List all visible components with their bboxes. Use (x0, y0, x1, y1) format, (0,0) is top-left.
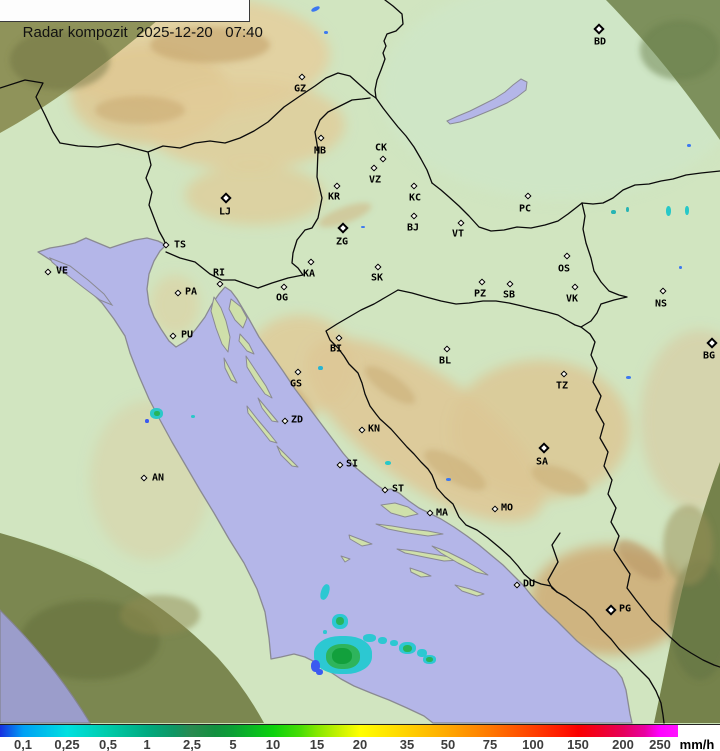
border-sava-croatia-bosnia (397, 289, 582, 328)
border-serbia-montenegro (651, 619, 720, 668)
border-bosnia-montenegro (547, 532, 561, 593)
islands (210, 296, 489, 597)
scale-tick-label: 35 (399, 737, 415, 751)
map-title-box: Radar kompozit 2025-12-20 07:40 (0, 0, 263, 41)
border-austria-west (0, 72, 377, 153)
border-croatia-bosnia-west (325, 289, 558, 593)
border-danube-croatia-serbia (580, 202, 628, 328)
scale-tick-label: 150 (567, 737, 589, 751)
terrain-ridges (95, 27, 663, 581)
scale-tick-label: 15 (309, 737, 325, 751)
lake-balaton (446, 78, 528, 125)
tyrrhenian-sea (0, 609, 92, 724)
venice-lagoon (48, 257, 114, 307)
border-italy-slovenia (145, 151, 167, 247)
radar-coverage-wash (0, 0, 720, 723)
scale-unit-label: mm/h (679, 737, 715, 751)
scale-tick-label: 50 (440, 737, 456, 751)
adriatic-sea (37, 237, 633, 724)
border-slovenia-hungary (375, 97, 433, 184)
border-montenegro-albania (556, 591, 665, 724)
border-drina-serbia-bosnia (580, 326, 653, 621)
scale-tick-label: 0,1 (13, 737, 33, 751)
border-slovenia-croatia (165, 97, 371, 289)
map-area: BD GZ MB CK VZ KC PC VT LJ KR ZG BJ OS TS VE RI PA KA SK OG… (0, 0, 720, 724)
scale-tick-label: 1 (143, 737, 151, 751)
scale-tick-label: 0,25 (54, 737, 80, 751)
scale-tick-label: 200 (612, 737, 634, 751)
precip-colorbar (0, 725, 678, 737)
scale-tick-label: 0,5 (98, 737, 118, 751)
country-borders (0, 0, 720, 724)
scale-tick-label: 75 (482, 737, 498, 751)
map-svg (0, 0, 720, 724)
scale-tick-label: 250 (649, 737, 671, 751)
scale-tick-label: 100 (522, 737, 544, 751)
scale-tick-label: 20 (352, 737, 368, 751)
precip-scale: 0,1 0,25 0,5 1 2,5 5 10 15 20 35 50 75 100 150 200 250 … (0, 724, 720, 751)
scale-tick-label: 10 (265, 737, 281, 751)
scale-tick-label: 2,5 (182, 737, 202, 751)
scale-tick-label: 5 (229, 737, 237, 751)
map-title-text: Radar kompozit 2025-12-20 07:40 (22, 24, 263, 41)
border-hungary-croatia (431, 182, 583, 232)
border-austria-hungary (374, 0, 404, 99)
coverage-boundary-corners (0, 0, 720, 723)
border-hungary-serbia (581, 170, 720, 205)
